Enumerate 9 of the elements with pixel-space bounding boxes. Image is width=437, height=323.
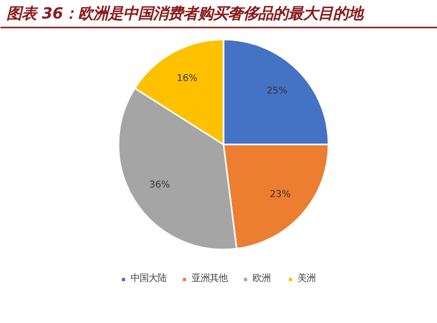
data-label: 23%: [270, 188, 291, 200]
chart-title: 图表 36：欧洲是中国消费者购买奢侈品的最大目的地: [6, 4, 366, 22]
data-label: 36%: [149, 180, 170, 191]
data-label: 25%: [266, 86, 288, 97]
legend-label: 中国大陆: [130, 272, 166, 285]
legend-label: 亚洲其他: [192, 272, 228, 285]
legend-label: 欧洲: [252, 272, 272, 285]
data-label: 16%: [176, 72, 198, 84]
legend-label: 美洲: [298, 272, 316, 285]
